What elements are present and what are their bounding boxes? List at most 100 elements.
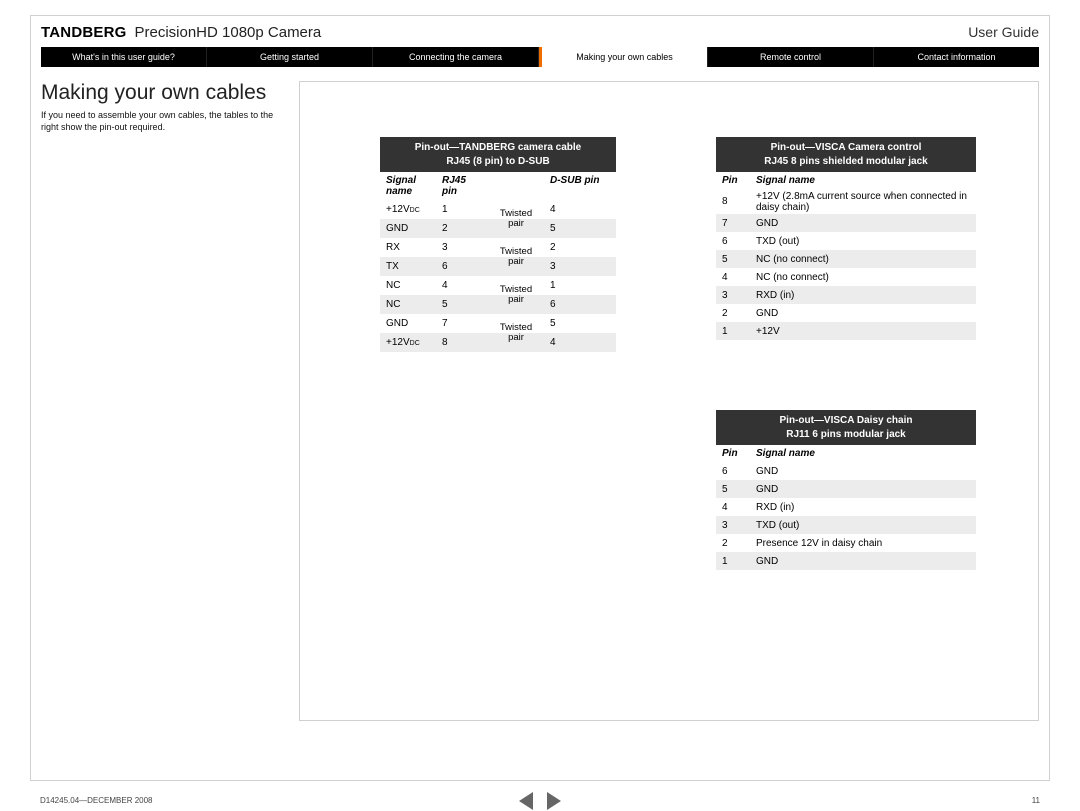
cell-signal-name: +12V <box>756 326 976 337</box>
hdr-signal: Signal name <box>380 175 442 197</box>
table3-title-line1: Pin-out—VISCA Daisy chain <box>780 415 913 426</box>
table-row: 5NC (no connect) <box>716 250 976 268</box>
hdr-sname: Signal name <box>756 175 976 186</box>
cell-rj45: 6 <box>442 261 482 272</box>
table-visca-control: Pin-out—VISCA Camera control RJ45 8 pins… <box>716 137 976 340</box>
cell-dsub: 6 <box>550 299 600 310</box>
cell-signal-name: GND <box>756 466 976 477</box>
table-row: 7GND <box>716 214 976 232</box>
cell-signal-name: Presence 12V in daisy chain <box>756 538 976 549</box>
table2-title-line2: RJ45 8 pins shielded modular jack <box>722 155 970 169</box>
table2-rows: 8+12V (2.8mA current source when connect… <box>716 189 976 340</box>
table1-title: Pin-out—TANDBERG camera cable RJ45 (8 pi… <box>380 137 616 172</box>
doc-id: D14245.04—DECEMBER 2008 <box>40 796 153 805</box>
left-column: Making your own cables If you need to as… <box>41 81 281 721</box>
cell-pin: 5 <box>716 484 756 495</box>
cell-pin: 8 <box>716 196 756 207</box>
hdr-sname: Signal name <box>756 448 976 459</box>
table1-header-row: Signal name RJ45 pin D-SUB pin <box>380 172 616 200</box>
cell-dsub: 5 <box>550 318 600 329</box>
cell-signal-name: GND <box>756 484 976 495</box>
table-row: 5GND <box>716 480 976 498</box>
cell-signal-name: RXD (in) <box>756 502 976 513</box>
nav-item-connecting[interactable]: Connecting the camera <box>373 47 539 67</box>
cell-dsub: 1 <box>550 280 600 291</box>
cell-signal-name: GND <box>756 218 976 229</box>
cell-signal: NC <box>380 280 442 291</box>
table-row: 8+12V (2.8mA current source when connect… <box>716 189 976 214</box>
cell-pin: 6 <box>716 236 756 247</box>
page-footer: D14245.04—DECEMBER 2008 11 <box>30 796 1050 805</box>
cell-pin: 4 <box>716 502 756 513</box>
table1-rows: +12VDC14GND25RX32TX63NC41NC56GND75+12VDC… <box>380 200 616 352</box>
table-row: 1GND <box>716 552 976 570</box>
table-row: 4RXD (in) <box>716 498 976 516</box>
nav-item-contact[interactable]: Contact information <box>874 47 1039 67</box>
cell-signal: +12VDC <box>380 204 442 215</box>
cell-rj45: 1 <box>442 204 482 215</box>
cell-signal-name: NC (no connect) <box>756 272 976 283</box>
cell-signal-name: TXD (out) <box>756 236 976 247</box>
cell-rj45: 5 <box>442 299 482 310</box>
table1-title-line1: Pin-out—TANDBERG camera cable <box>415 142 582 153</box>
table-row: 2GND <box>716 304 976 322</box>
table2-header-row: Pin Signal name <box>716 172 976 189</box>
page-number: 11 <box>1032 796 1040 805</box>
twisted-pair-label: Twistedpair <box>482 247 550 267</box>
cell-signal-name: TXD (out) <box>756 520 976 531</box>
cell-dsub: 4 <box>550 337 600 348</box>
next-page-icon[interactable] <box>547 792 561 810</box>
table-row: 2Presence 12V in daisy chain <box>716 534 976 552</box>
nav-item-remote[interactable]: Remote control <box>708 47 874 67</box>
cell-signal: GND <box>380 318 442 329</box>
hdr-dsub: D-SUB pin <box>550 175 600 197</box>
tables-row: Pin-out—TANDBERG camera cable RJ45 (8 pi… <box>380 137 1010 570</box>
right-tables-column: Pin-out—VISCA Camera control RJ45 8 pins… <box>716 137 976 570</box>
nav-item-cables[interactable]: Making your own cables <box>539 47 708 67</box>
brand-logo: TANDBERG <box>41 24 126 41</box>
page-header: TANDBERG PrecisionHD 1080p Camera User G… <box>31 16 1049 47</box>
cell-pin: 5 <box>716 254 756 265</box>
prev-page-icon[interactable] <box>519 792 533 810</box>
table1-title-line2: RJ45 (8 pin) to D-SUB <box>386 155 610 169</box>
top-nav: What's in this user guide? Getting start… <box>41 47 1039 67</box>
hdr-pin: Pin <box>716 175 756 186</box>
cell-pin: 1 <box>716 326 756 337</box>
table2-title-line1: Pin-out—VISCA Camera control <box>771 142 922 153</box>
cell-signal: +12VDC <box>380 337 442 348</box>
cell-rj45: 2 <box>442 223 482 234</box>
hdr-spacer <box>482 175 550 197</box>
content-box: Pin-out—TANDBERG camera cable RJ45 (8 pi… <box>299 81 1039 721</box>
page-frame: TANDBERG PrecisionHD 1080p Camera User G… <box>30 15 1050 781</box>
table-row: 3RXD (in) <box>716 286 976 304</box>
cell-pin: 2 <box>716 538 756 549</box>
table-row: 6TXD (out) <box>716 232 976 250</box>
cell-signal: GND <box>380 223 442 234</box>
cell-signal-name: GND <box>756 556 976 567</box>
nav-item-whatsinside[interactable]: What's in this user guide? <box>41 47 207 67</box>
brand-line: TANDBERG PrecisionHD 1080p Camera <box>41 24 321 41</box>
cell-dsub: 3 <box>550 261 600 272</box>
section-title: Making your own cables <box>41 81 281 105</box>
cell-signal-name: RXD (in) <box>756 290 976 301</box>
table-row: 6GND <box>716 462 976 480</box>
table2-title: Pin-out—VISCA Camera control RJ45 8 pins… <box>716 137 976 172</box>
cell-pin: 4 <box>716 272 756 283</box>
table-row: 3TXD (out) <box>716 516 976 534</box>
cell-pin: 3 <box>716 290 756 301</box>
cell-dsub: 5 <box>550 223 600 234</box>
hdr-pin: Pin <box>716 448 756 459</box>
cell-pin: 3 <box>716 520 756 531</box>
cell-rj45: 4 <box>442 280 482 291</box>
pager <box>519 792 561 810</box>
cell-pin: 2 <box>716 308 756 319</box>
nav-item-getting-started[interactable]: Getting started <box>207 47 373 67</box>
doc-type: User Guide <box>968 24 1039 40</box>
cell-signal: RX <box>380 242 442 253</box>
hdr-rj45: RJ45 pin <box>442 175 482 197</box>
cell-dsub: 2 <box>550 242 600 253</box>
cell-pin: 6 <box>716 466 756 477</box>
table-camera-cable: Pin-out—TANDBERG camera cable RJ45 (8 pi… <box>380 137 616 352</box>
cell-rj45: 8 <box>442 337 482 348</box>
table3-title-line2: RJ11 6 pins modular jack <box>722 428 970 442</box>
